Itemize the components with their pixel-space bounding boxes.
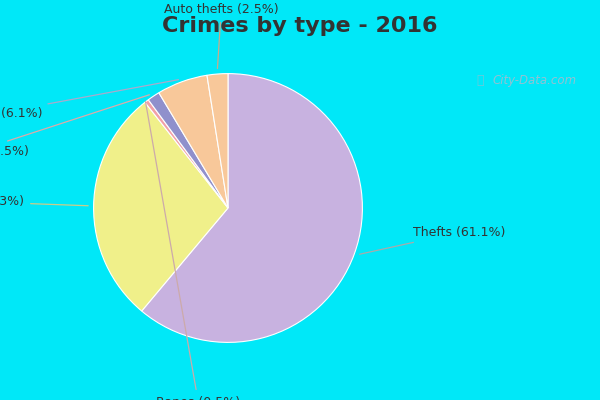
Text: Assaults (6.1%): Assaults (6.1%): [0, 80, 178, 120]
Wedge shape: [142, 74, 362, 342]
Text: Burglaries (28.3%): Burglaries (28.3%): [0, 195, 88, 208]
Wedge shape: [145, 100, 228, 208]
Text: City-Data.com: City-Data.com: [492, 74, 577, 87]
Wedge shape: [94, 102, 228, 311]
Wedge shape: [159, 75, 228, 208]
Wedge shape: [207, 74, 228, 208]
Wedge shape: [148, 93, 228, 208]
Text: Rapes (0.5%): Rapes (0.5%): [145, 102, 241, 400]
Text: ⓘ: ⓘ: [476, 74, 484, 87]
Text: Robberies (1.5%): Robberies (1.5%): [0, 95, 149, 158]
Text: Thefts (61.1%): Thefts (61.1%): [359, 226, 506, 254]
Text: Crimes by type - 2016: Crimes by type - 2016: [162, 16, 438, 36]
Text: Auto thefts (2.5%): Auto thefts (2.5%): [164, 2, 278, 68]
